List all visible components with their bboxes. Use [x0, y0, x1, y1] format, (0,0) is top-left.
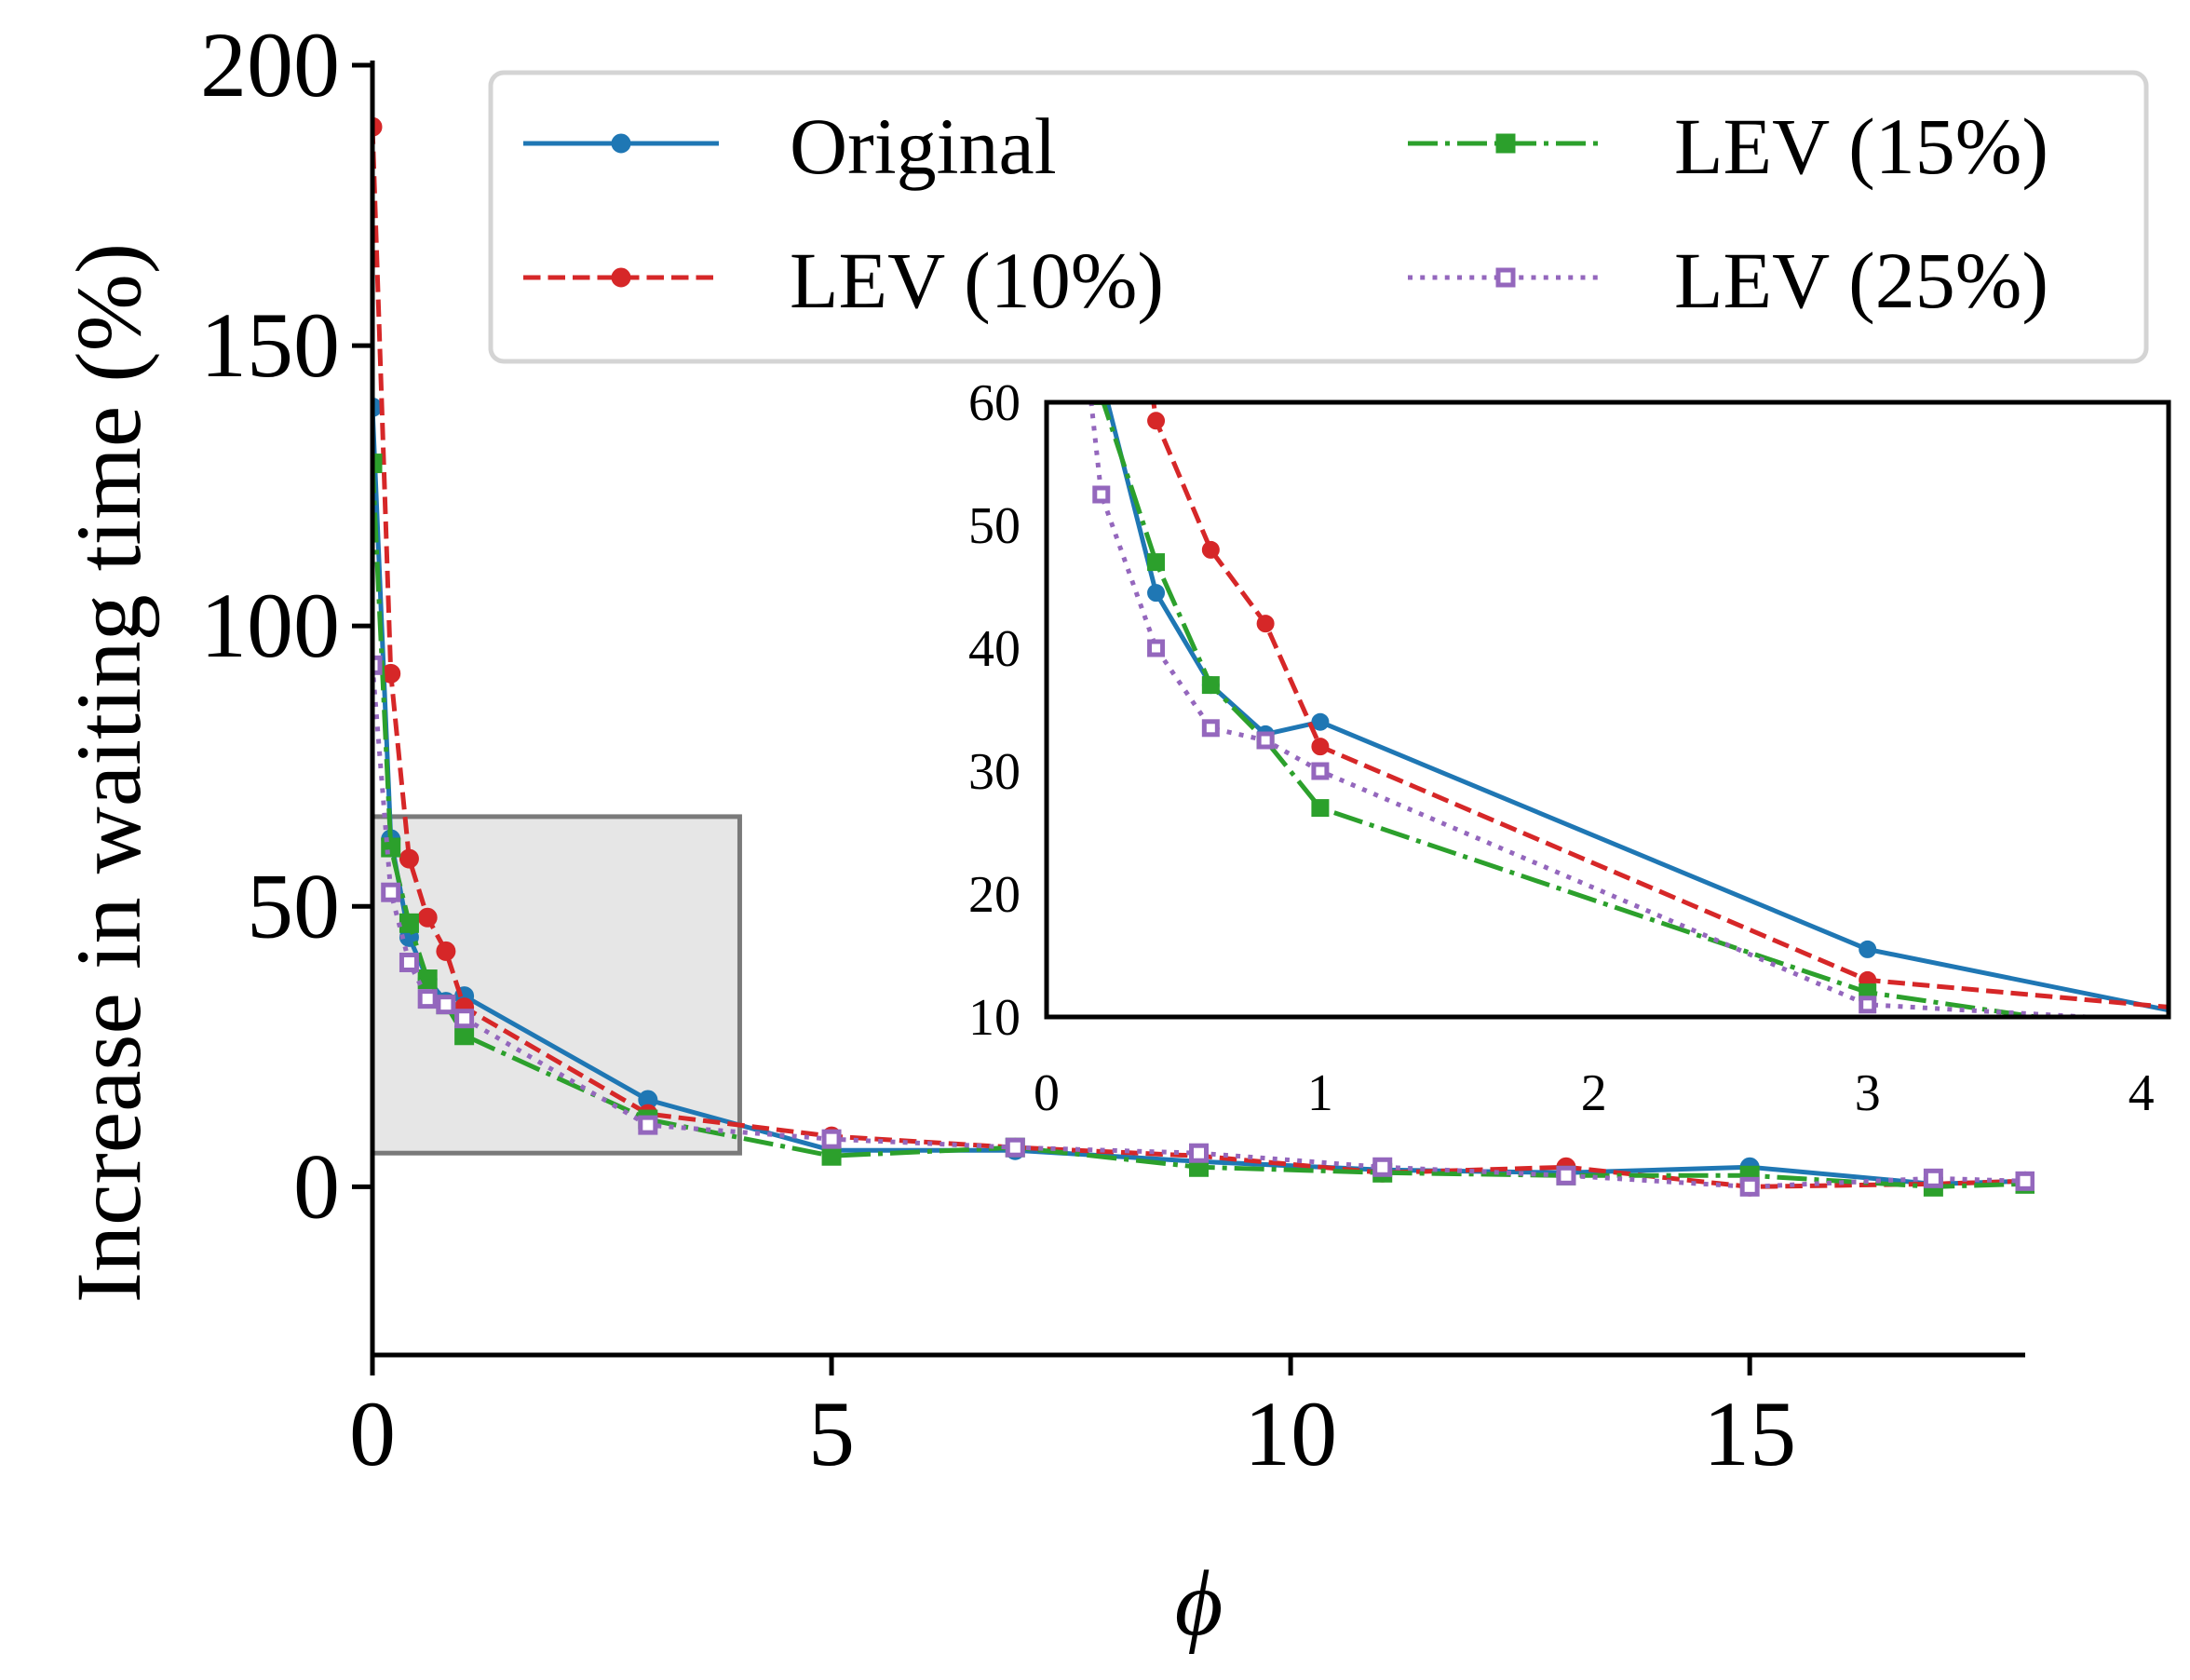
data-point-lev-15: [454, 1025, 475, 1046]
inset-y-tick-label: 20: [968, 866, 1021, 924]
data-point-lev-25: [1372, 1157, 1393, 1177]
inset-x-tick-label: 4: [2129, 1064, 2155, 1122]
data-point-lev-25: [372, 655, 383, 675]
x-tick-label: 5: [808, 1382, 855, 1485]
legend-label-original: Original: [790, 102, 1057, 191]
data-point-lev-25: [821, 1129, 842, 1149]
inset-data-point-lev-10: [1201, 540, 1220, 559]
inset-data-point-lev-15: [1311, 799, 1330, 818]
inset-y-tick-label: 60: [968, 374, 1021, 432]
legend-marker-original: [611, 133, 631, 154]
inset-y-tick-label: 50: [968, 497, 1021, 555]
inset-x-tick-label: 3: [1855, 1064, 1881, 1122]
data-point-lev-10: [436, 941, 456, 961]
inset-data-point-lev-10: [1311, 738, 1330, 756]
inset-data-point-lev-25: [1147, 639, 1166, 657]
inset-y-tick-label: 40: [968, 620, 1021, 678]
inset-x-tick-label: 2: [1581, 1064, 1607, 1122]
inset-data-point-lev-25: [1311, 762, 1330, 780]
main-series-group: [372, 116, 2035, 1197]
data-point-lev-25: [1923, 1168, 1943, 1188]
inset-data-point-original: [1147, 584, 1166, 603]
y-tick-label: 100: [200, 574, 340, 677]
data-point-lev-25: [417, 989, 438, 1009]
legend-marker-lev-10: [611, 267, 631, 288]
data-point-lev-25: [436, 995, 456, 1015]
inset-series-group: [1040, 0, 2169, 1017]
data-point-lev-25: [1189, 1143, 1209, 1163]
inset-data-point-lev-25: [1092, 485, 1111, 504]
inset-y-tick-label: 10: [968, 989, 1021, 1047]
data-point-lev-15: [381, 837, 401, 858]
data-point-lev-15: [372, 454, 383, 474]
data-point-lev-10: [417, 907, 438, 928]
inset-data-point-original: [1859, 940, 1877, 958]
inset-series-line-lev-15: [1101, 402, 2052, 1017]
x-tick-label: 0: [349, 1382, 396, 1485]
inset-data-point-lev-25: [1859, 996, 1877, 1014]
x-tick-label: 10: [1244, 1382, 1337, 1485]
data-point-lev-15: [821, 1145, 842, 1166]
data-point-lev-25: [1739, 1176, 1760, 1197]
inset-frame: [1044, 400, 2171, 1020]
inset-data-point-lev-10: [1093, 7, 1110, 23]
inset-y-tick-label: 30: [968, 743, 1021, 801]
y-tick-label: 150: [200, 293, 340, 397]
inset-plot: 10 20 30 40 50 60 0 1 2 3 4: [968, 0, 2171, 1122]
inset-data-point-lev-25: [1256, 731, 1275, 750]
data-point-lev-10: [399, 848, 419, 869]
data-point-lev-25: [454, 1009, 475, 1029]
data-point-lev-15: [417, 969, 438, 990]
inset-data-point-lev-15: [1201, 676, 1220, 695]
legend-marker-lev-15: [1495, 133, 1516, 154]
y-tick-label: 0: [293, 1134, 340, 1238]
inset-data-point-lev-25: [1040, 0, 1053, 3]
legend-marker-lev-25: [1495, 267, 1516, 288]
data-point-lev-25: [399, 952, 419, 972]
data-point-lev-25: [1556, 1165, 1576, 1185]
legend: Original LEV (10%) LEV (15%) LEV (25%): [488, 70, 2149, 364]
data-point-lev-25: [2015, 1171, 2035, 1191]
inset-x-tick-label: 1: [1307, 1064, 1333, 1122]
x-axis-title: ϕ: [1175, 1551, 1223, 1655]
inset-data-point-lev-25: [1201, 719, 1220, 738]
legend-box: [488, 70, 2149, 364]
inset-background: [1047, 402, 2169, 1017]
inset-series-line-lev-10: [1151, 402, 2169, 1009]
inset-data-point-original: [1093, 370, 1110, 386]
y-tick-label: 200: [200, 13, 340, 116]
x-tick-label: 15: [1703, 1382, 1796, 1485]
inset-data-point-lev-10: [1256, 615, 1275, 633]
data-point-lev-25: [638, 1115, 658, 1135]
inset-data-point-original: [1311, 712, 1330, 731]
legend-label-lev-10: LEV (10%): [790, 236, 1164, 325]
inset-data-point-lev-10: [1147, 412, 1166, 430]
inset-series-line-original: [1104, 402, 2169, 1013]
data-point-lev-25: [381, 882, 401, 902]
data-point-lev-15: [399, 913, 419, 933]
y-tick-label: 50: [247, 854, 340, 957]
legend-label-lev-15: LEV (15%): [1674, 102, 2048, 191]
inset-x-tick-label: 0: [1034, 1064, 1060, 1122]
legend-label-lev-25: LEV (25%): [1674, 236, 2048, 325]
y-axis-title: Increase in waiting time (%): [57, 243, 160, 1303]
inset-data-point-lev-15: [1147, 553, 1166, 572]
data-point-lev-25: [1005, 1137, 1025, 1158]
